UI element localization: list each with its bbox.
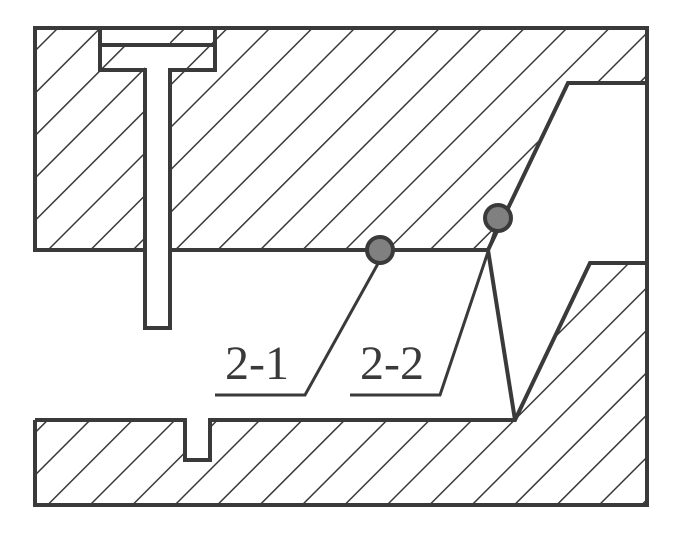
point-p2_2 [485,205,511,231]
point-p2_1 [367,237,393,263]
labels-group: 2-1 2-2 [225,337,424,390]
label-2-2: 2-2 [360,337,424,390]
label-2-1: 2-1 [225,337,289,390]
